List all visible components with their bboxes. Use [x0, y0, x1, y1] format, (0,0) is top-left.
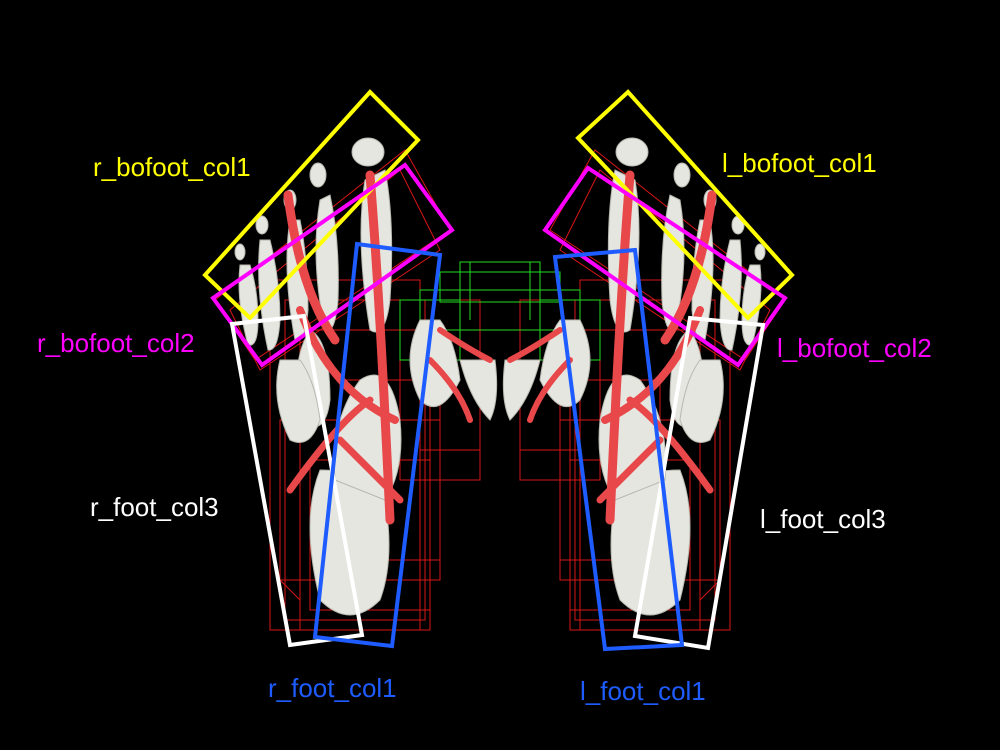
r-bofoot-col2-box — [210, 162, 455, 368]
label-r-bofoot-col1: r_bofoot_col1 — [93, 152, 251, 182]
label-r-foot-col3: r_foot_col3 — [90, 492, 219, 522]
r-bofoot-col1-box — [202, 89, 421, 321]
muscles — [283, 170, 717, 525]
r-foot-col3-box — [229, 313, 365, 648]
label-r-bofoot-col2: r_bofoot_col2 — [37, 328, 195, 358]
collision-boxes — [202, 89, 795, 652]
label-l-bofoot-col1: l_bofoot_col1 — [722, 148, 877, 178]
l-foot-col1-box — [552, 247, 685, 652]
label-l-foot-col1: l_foot_col1 — [580, 676, 706, 706]
l-foot-col3-box — [632, 315, 766, 651]
green-wireframe — [399, 261, 601, 361]
l-bofoot-col2-box — [542, 165, 788, 368]
r-foot-col1-box — [312, 241, 443, 649]
label-l-bofoot-col2: l_bofoot_col2 — [777, 333, 932, 363]
label-l-foot-col3: l_foot_col3 — [760, 504, 886, 534]
l-bofoot-col1-box — [575, 89, 795, 321]
label-r-foot-col1: r_foot_col1 — [268, 673, 397, 703]
